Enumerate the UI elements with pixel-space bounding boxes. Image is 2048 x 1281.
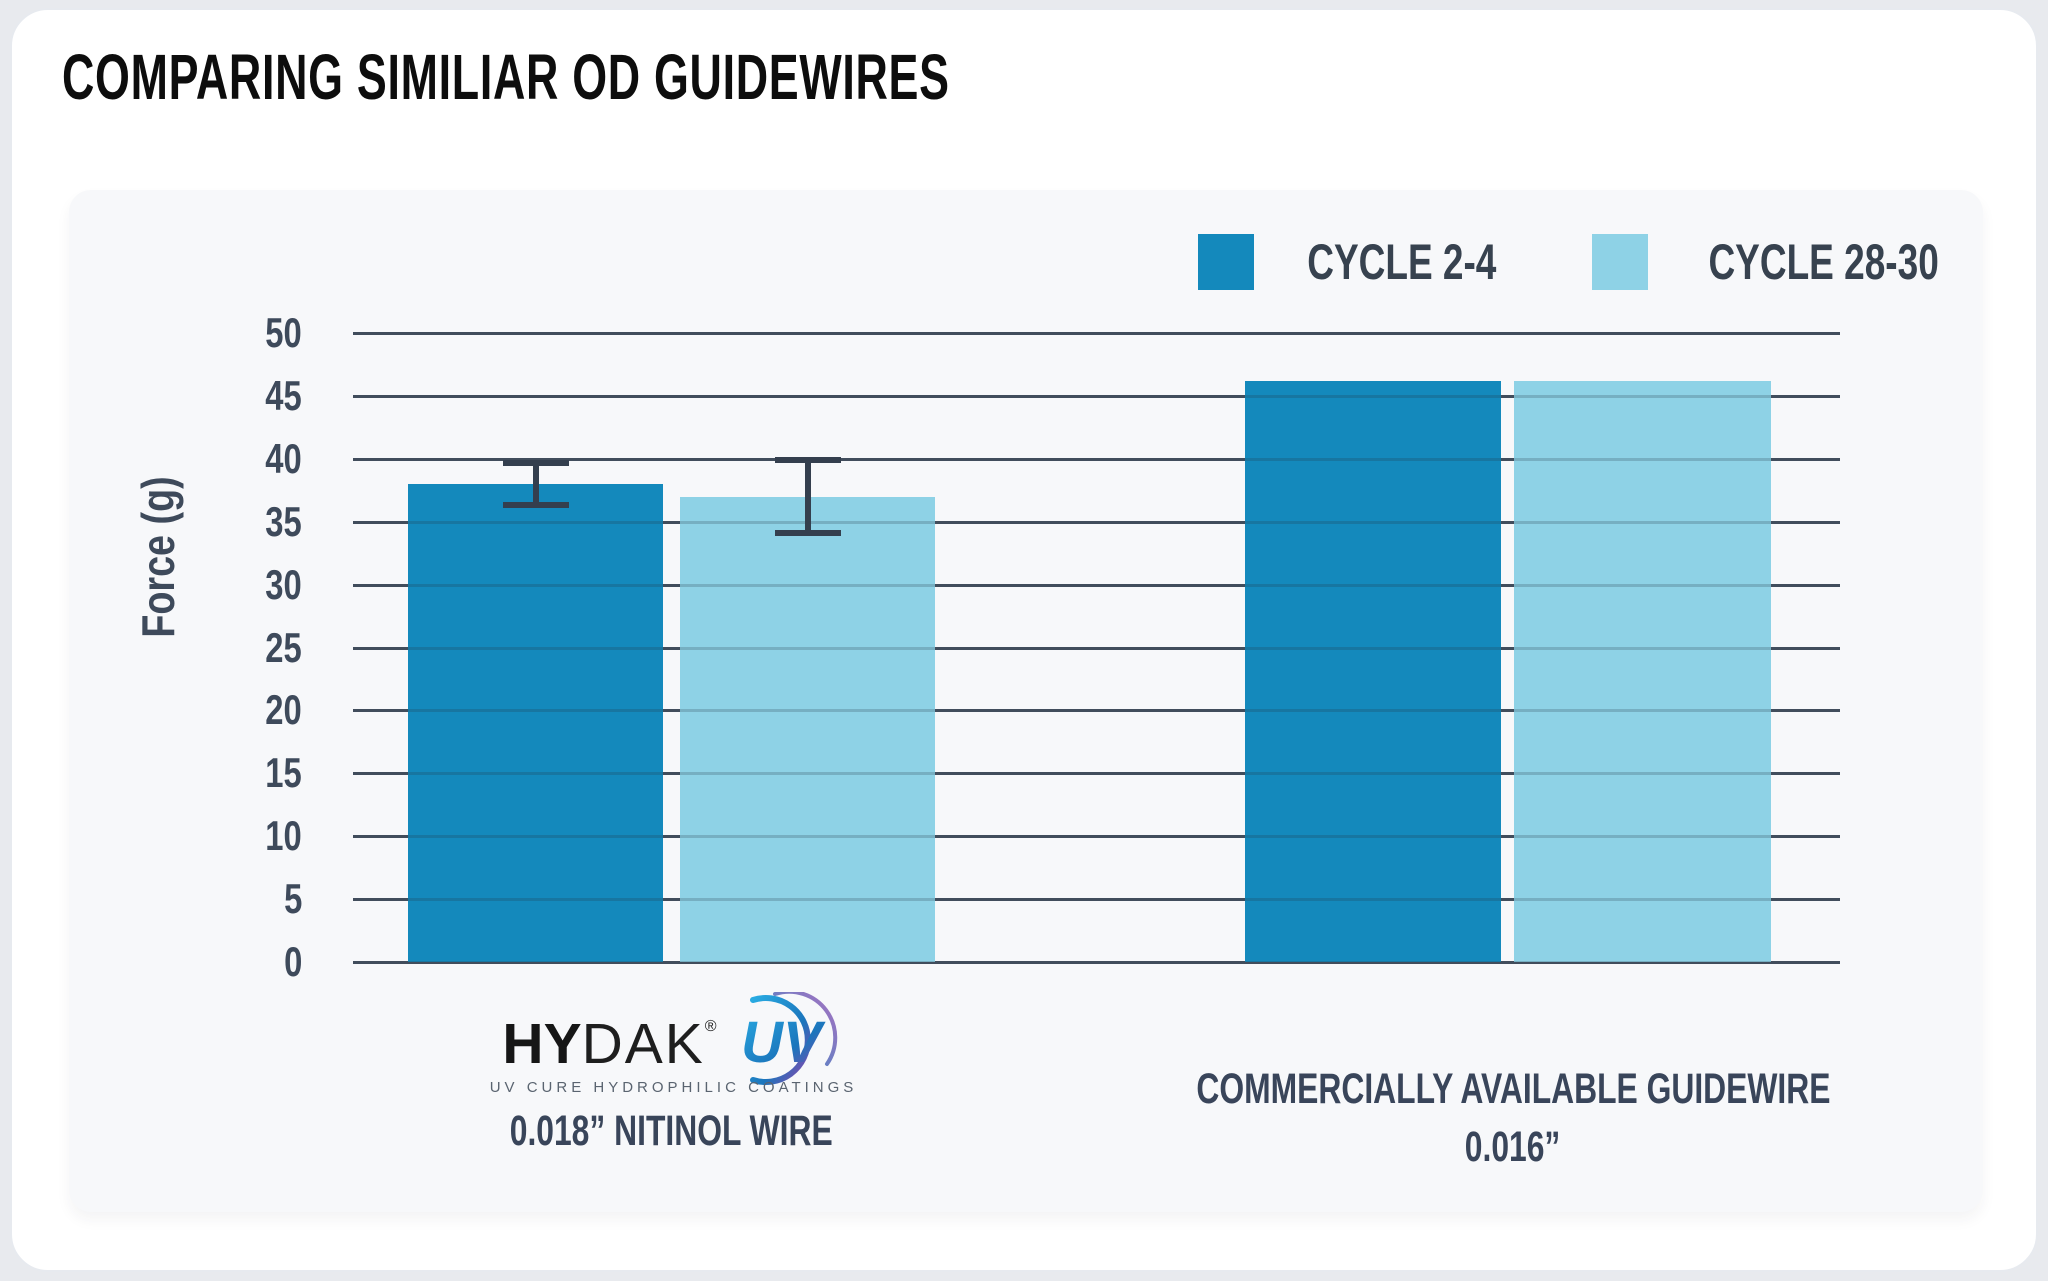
y-tick-label: 45 bbox=[265, 371, 302, 419]
bar-cycle-28-30-group-1 bbox=[680, 496, 935, 962]
chart-legend: CYCLE 2-4 CYCLE 28-30 bbox=[1198, 234, 1979, 290]
y-tick-label: 20 bbox=[265, 686, 302, 734]
gridline-overlay bbox=[353, 394, 1840, 398]
bar-cycle-2-4-group-2 bbox=[1245, 380, 1501, 962]
y-tick-label: 0 bbox=[283, 938, 302, 985]
gridline-overlay bbox=[353, 898, 1840, 902]
gridline bbox=[353, 520, 1840, 524]
category-hydak-uv: HY DAK ® UV UV CURE HYDROP bbox=[388, 992, 955, 1160]
gridline bbox=[353, 898, 1840, 902]
y-tick-label: 15 bbox=[265, 749, 302, 797]
gridline-overlay bbox=[353, 961, 1840, 964]
category-label-line2: 0.016” bbox=[1465, 1123, 1561, 1171]
legend-label: CYCLE 2-4 bbox=[1307, 234, 1497, 290]
error-bar-cap bbox=[502, 502, 569, 509]
category-label-nitinol-wire: 0.018” NITINOL WIRE bbox=[510, 1107, 833, 1155]
gridline bbox=[353, 332, 1840, 335]
page-title: COMPARING SIMILIAR OD GUIDEWIRES bbox=[62, 40, 1330, 114]
gridline bbox=[353, 709, 1840, 713]
legend-item-cycle-28-30: CYCLE 28-30 bbox=[1591, 234, 1979, 290]
gridline-overlay bbox=[353, 520, 1840, 524]
gridline-overlay bbox=[353, 583, 1840, 587]
legend-item-cycle-2-4: CYCLE 2-4 bbox=[1198, 234, 1530, 290]
registered-mark-icon: ® bbox=[704, 1018, 717, 1035]
error-bar-cap bbox=[774, 530, 841, 537]
error-bar bbox=[804, 460, 811, 533]
gridline bbox=[353, 772, 1840, 776]
y-tick-label: 30 bbox=[265, 560, 302, 608]
logo-caption: UV CURE HYDROPHILIC COATINGS bbox=[489, 1079, 858, 1096]
legend-swatch-cycle-28-30 bbox=[1591, 234, 1648, 290]
uv-swoosh-icon: UV bbox=[741, 992, 837, 1085]
y-tick-label: 40 bbox=[265, 434, 302, 482]
y-tick-label: 25 bbox=[265, 623, 302, 671]
legend-swatch-cycle-2-4 bbox=[1198, 234, 1254, 290]
svg-text:UV: UV bbox=[741, 1010, 826, 1075]
gridline-overlay bbox=[353, 646, 1840, 650]
error-bar-cap bbox=[774, 457, 841, 464]
gridline bbox=[353, 457, 1840, 461]
gridline bbox=[353, 835, 1840, 839]
legend-label: CYCLE 28-30 bbox=[1708, 234, 1939, 290]
gridline bbox=[353, 961, 1840, 964]
error-bar-cap bbox=[502, 459, 569, 466]
hydak-uv-logo-row: HY DAK ® UV bbox=[502, 992, 840, 1085]
y-tick-label: 50 bbox=[265, 309, 302, 356]
gridline bbox=[353, 646, 1840, 650]
category-commercial-guidewire: COMMERCIALLY AVAILABLE GUIDEWIRE 0.016” bbox=[1196, 1060, 1830, 1176]
y-axis-title: Force (g) bbox=[132, 476, 184, 638]
logo-text-dak: DAK bbox=[581, 1012, 705, 1076]
gridline-overlay bbox=[353, 835, 1840, 839]
error-bar bbox=[532, 462, 539, 506]
bar-cycle-2-4-group-1 bbox=[408, 483, 663, 962]
y-tick-label: 5 bbox=[283, 875, 302, 923]
gridline-overlay bbox=[353, 709, 1840, 713]
hydak-uv-logo: HY DAK ® UV UV CURE HYDROP bbox=[486, 992, 858, 1096]
gridline bbox=[353, 583, 1840, 587]
gridline bbox=[353, 394, 1840, 398]
bar-cycle-28-30-group-2 bbox=[1514, 380, 1771, 962]
y-tick-label: 35 bbox=[265, 497, 302, 545]
gridline-overlay bbox=[353, 332, 1840, 335]
logo-text-hy: HY bbox=[502, 1012, 582, 1076]
y-tick-label: 10 bbox=[265, 812, 302, 860]
gridline-overlay bbox=[353, 772, 1840, 776]
category-label-line1: COMMERCIALLY AVAILABLE GUIDEWIRE bbox=[1195, 1065, 1831, 1113]
page-title-text: COMPARING SIMILIAR OD GUIDEWIRES bbox=[62, 41, 950, 113]
gridline-overlay bbox=[353, 457, 1840, 461]
